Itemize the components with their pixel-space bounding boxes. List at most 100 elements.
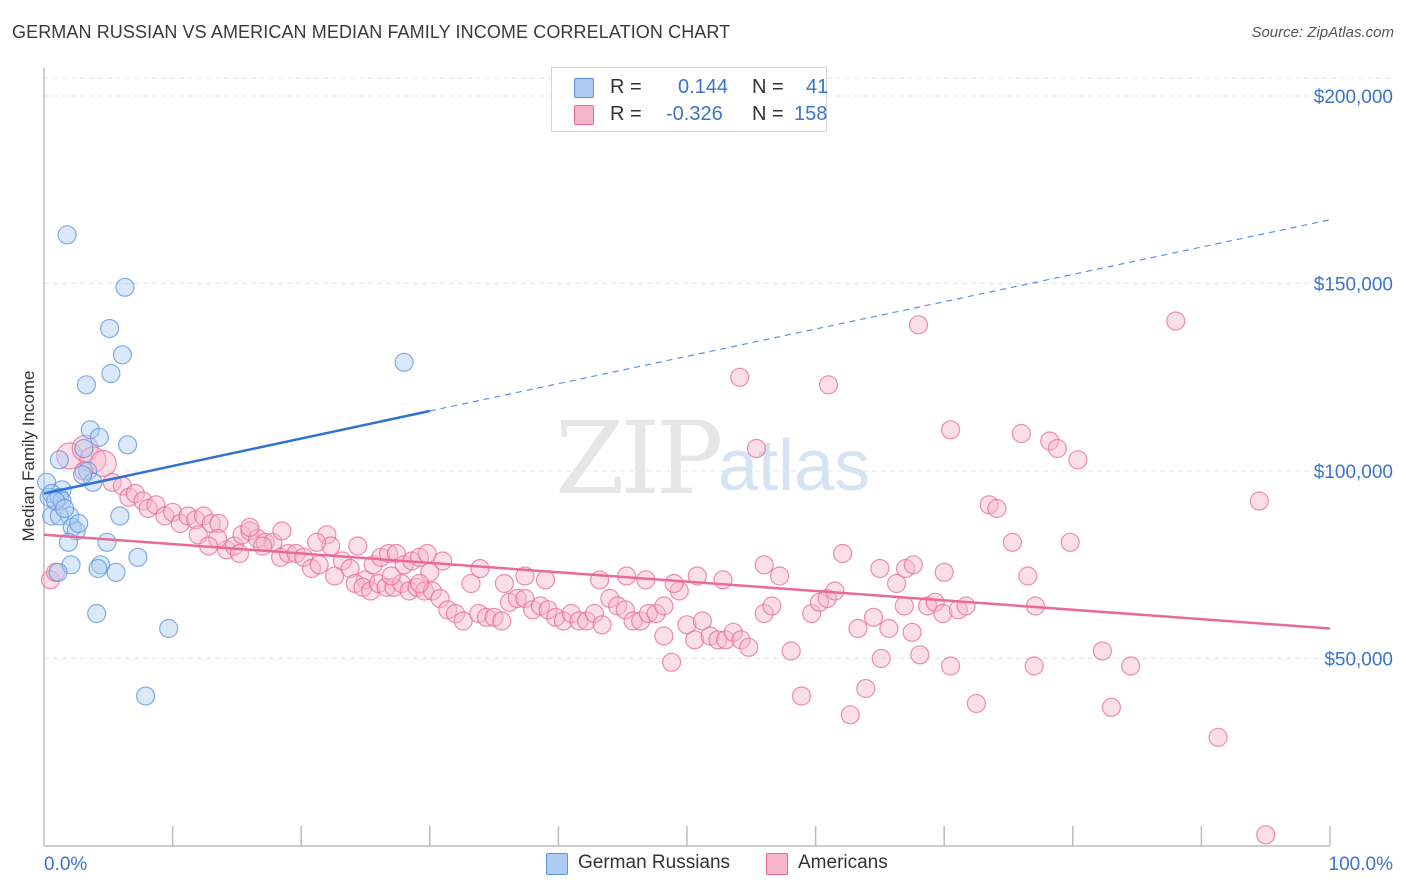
point-american (515, 566, 535, 586)
point-german-russian (74, 438, 94, 459)
point-american (240, 517, 260, 537)
point-american (631, 611, 651, 631)
point-american (507, 588, 527, 609)
point-american (879, 618, 899, 639)
point-german-russian (88, 558, 108, 579)
point-german-russian (52, 491, 72, 511)
point-american (713, 570, 733, 590)
axis-layer: $50,000 $100,000 $150,000 $200,000 0.0% 100.0… (43, 68, 1393, 875)
point-american (730, 367, 750, 387)
bottom-legend-label: German Russians (578, 852, 731, 873)
point-american (791, 686, 812, 706)
point-american (470, 558, 490, 579)
correlation-legend: R = 0.144 N = 41 R = -0.326 N = 158 (551, 67, 829, 132)
point-american (870, 558, 890, 579)
point-american (325, 566, 345, 586)
point-american (1208, 727, 1228, 747)
point-american (1121, 656, 1141, 676)
point-american (925, 592, 945, 612)
point-american (715, 630, 736, 650)
point-german-russian (49, 487, 70, 507)
legend-n-value: 41 (806, 76, 829, 98)
point-american (476, 607, 496, 627)
point-american (538, 600, 558, 620)
y-tick-label: $150,000 (1314, 275, 1393, 296)
point-american (453, 611, 473, 631)
point-american (340, 558, 360, 579)
legend-swatch-americans (574, 105, 594, 125)
point-american (1101, 697, 1122, 717)
point-american (376, 577, 396, 597)
legend-r-label: R = (610, 103, 642, 125)
point-american (1166, 311, 1186, 331)
point-american (781, 641, 801, 661)
point-american (577, 611, 597, 631)
point-american (361, 581, 381, 601)
point-american (1002, 532, 1023, 552)
point-american (461, 573, 481, 594)
point-german-russian (66, 521, 86, 541)
point-american (409, 573, 430, 594)
point-american (433, 551, 453, 571)
point-german-russian (48, 562, 68, 582)
point-american (638, 603, 659, 624)
point-american (229, 543, 250, 564)
point-american (856, 678, 876, 699)
point-american (379, 543, 399, 564)
point-american (940, 420, 961, 440)
trend-line-german-russians-extension (429, 219, 1331, 412)
point-german-russian (97, 532, 117, 552)
point-american (615, 600, 635, 620)
point-american (592, 615, 612, 635)
point-german-russian (112, 345, 133, 365)
point-american (307, 532, 327, 552)
point-american (903, 555, 923, 575)
point-german-russian (90, 555, 111, 575)
y-axis-label: Median Family Income (19, 370, 38, 541)
point-german-russian (72, 465, 93, 485)
bottom-legend-swatch (546, 853, 568, 875)
point-american (600, 588, 620, 609)
point-american (956, 596, 976, 616)
point-american (1011, 423, 1032, 444)
point-american (569, 611, 589, 631)
point-german-russian (49, 450, 70, 470)
point-german-russian (54, 498, 75, 519)
legend-n-label: N = (752, 103, 784, 125)
point-german-russian (106, 562, 126, 582)
point-german-russian (128, 547, 148, 567)
point-american (754, 555, 774, 575)
point-american (832, 543, 853, 564)
point-american (723, 622, 743, 642)
bottom-legend-label: Americans (798, 852, 888, 873)
point-american (654, 596, 674, 616)
point-american (209, 513, 229, 534)
point-american (386, 543, 406, 564)
point-american (840, 705, 860, 725)
point-german-russian (87, 603, 107, 624)
point-german-russian (136, 686, 156, 706)
watermark-zip: ZIP (555, 400, 723, 517)
legend-n-value: 158 (794, 103, 828, 125)
point-american (535, 570, 556, 590)
point-american (940, 656, 961, 676)
point-german-russian (36, 472, 57, 492)
point-american (769, 566, 790, 586)
point-american (863, 607, 884, 627)
point-american (987, 498, 1007, 519)
y-tick-label: $50,000 (1324, 650, 1393, 671)
point-american (623, 611, 643, 631)
point-american (348, 536, 368, 556)
point-american (818, 375, 839, 395)
bottom-legend-swatch (766, 853, 788, 875)
point-american (170, 513, 190, 534)
point-american (589, 570, 610, 590)
point-american (754, 603, 774, 624)
point-german-russian (394, 352, 414, 372)
point-american (646, 603, 666, 624)
point-american (309, 555, 329, 575)
point-american (692, 611, 713, 631)
point-american (1040, 431, 1060, 451)
point-american (1047, 438, 1068, 459)
